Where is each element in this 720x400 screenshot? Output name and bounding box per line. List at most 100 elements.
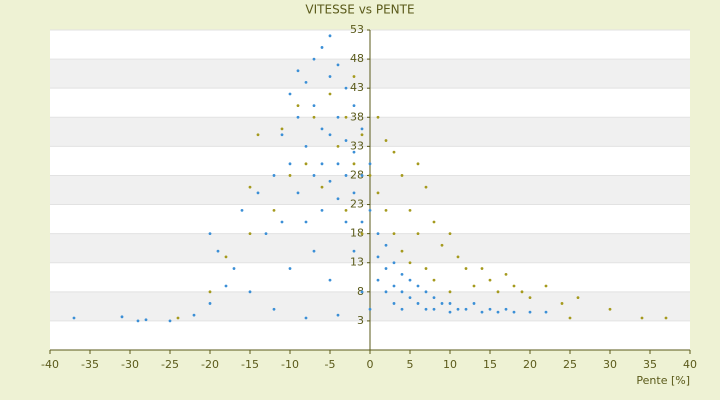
point (464, 307, 468, 311)
point (568, 316, 572, 320)
point (320, 162, 324, 166)
point (384, 208, 388, 212)
point (328, 92, 332, 96)
point (392, 302, 396, 305)
point (400, 174, 404, 177)
point (360, 290, 364, 294)
point (320, 208, 324, 212)
x-tick-label: -40 (41, 358, 59, 371)
point (272, 307, 276, 311)
point (448, 290, 452, 294)
x-tick-label: 15 (483, 358, 497, 371)
point (296, 191, 300, 195)
point (400, 290, 404, 294)
x-tick-label: 20 (523, 358, 537, 371)
point (368, 174, 372, 177)
point (304, 144, 308, 148)
point (376, 191, 380, 195)
y-tick-label: 33 (350, 139, 364, 152)
point (352, 249, 356, 253)
point (288, 162, 292, 166)
point (408, 296, 412, 300)
point (304, 80, 308, 84)
x-tick-label: -25 (161, 358, 179, 371)
point (496, 310, 500, 314)
point (400, 249, 404, 253)
point (424, 267, 428, 270)
point (248, 232, 252, 236)
point (488, 278, 492, 282)
point (360, 174, 364, 177)
point (264, 232, 268, 236)
point (432, 278, 436, 282)
point (296, 69, 300, 73)
y-tick-label: 23 (350, 198, 364, 211)
point (280, 220, 284, 224)
point (512, 284, 516, 288)
point (312, 249, 316, 253)
point (320, 127, 324, 131)
point (488, 307, 492, 311)
point (496, 290, 500, 294)
point (288, 174, 292, 177)
point (232, 267, 236, 270)
point (352, 191, 356, 195)
point (280, 127, 284, 131)
y-tick-label: 53 (350, 23, 364, 36)
x-tick-label: 30 (603, 358, 617, 371)
point (520, 290, 524, 294)
y-tick-label: 28 (350, 168, 364, 181)
point (544, 310, 548, 314)
x-tick-label: -10 (281, 358, 299, 371)
point (240, 208, 244, 212)
point (320, 185, 324, 189)
point (480, 267, 484, 270)
point (280, 133, 284, 137)
point (328, 278, 332, 282)
y-tick-label: 18 (350, 227, 364, 240)
point (528, 296, 532, 300)
x-tick-label: 40 (683, 358, 697, 371)
point (408, 278, 412, 282)
point (144, 318, 148, 322)
point (528, 310, 532, 314)
point (328, 133, 332, 137)
point (456, 255, 460, 259)
point (256, 133, 260, 137)
point (288, 92, 292, 96)
point (120, 315, 124, 319)
point (456, 307, 460, 311)
point (360, 133, 364, 137)
y-tick-label: 48 (350, 52, 364, 65)
point (368, 162, 372, 166)
point (336, 197, 340, 201)
point (344, 174, 348, 177)
point (248, 185, 252, 189)
point (664, 316, 668, 320)
point (384, 243, 388, 247)
point (416, 232, 420, 236)
point (392, 150, 396, 154)
point (336, 63, 340, 67)
point (360, 220, 364, 224)
point (168, 319, 172, 323)
y-tick-label: 3 (357, 314, 364, 327)
point (376, 278, 380, 282)
point (416, 302, 420, 305)
point (408, 208, 412, 212)
point (392, 261, 396, 265)
point (328, 34, 332, 38)
x-axis-label: Pente [%] (636, 374, 690, 387)
point (328, 75, 332, 78)
point (416, 162, 420, 166)
point (344, 220, 348, 224)
point (256, 191, 260, 195)
x-tick-label: -35 (81, 358, 99, 371)
point (272, 208, 276, 212)
point (304, 316, 308, 320)
point (344, 86, 348, 90)
point (472, 284, 476, 288)
x-tick-label: -20 (201, 358, 219, 371)
point (272, 174, 276, 177)
point (432, 307, 436, 311)
